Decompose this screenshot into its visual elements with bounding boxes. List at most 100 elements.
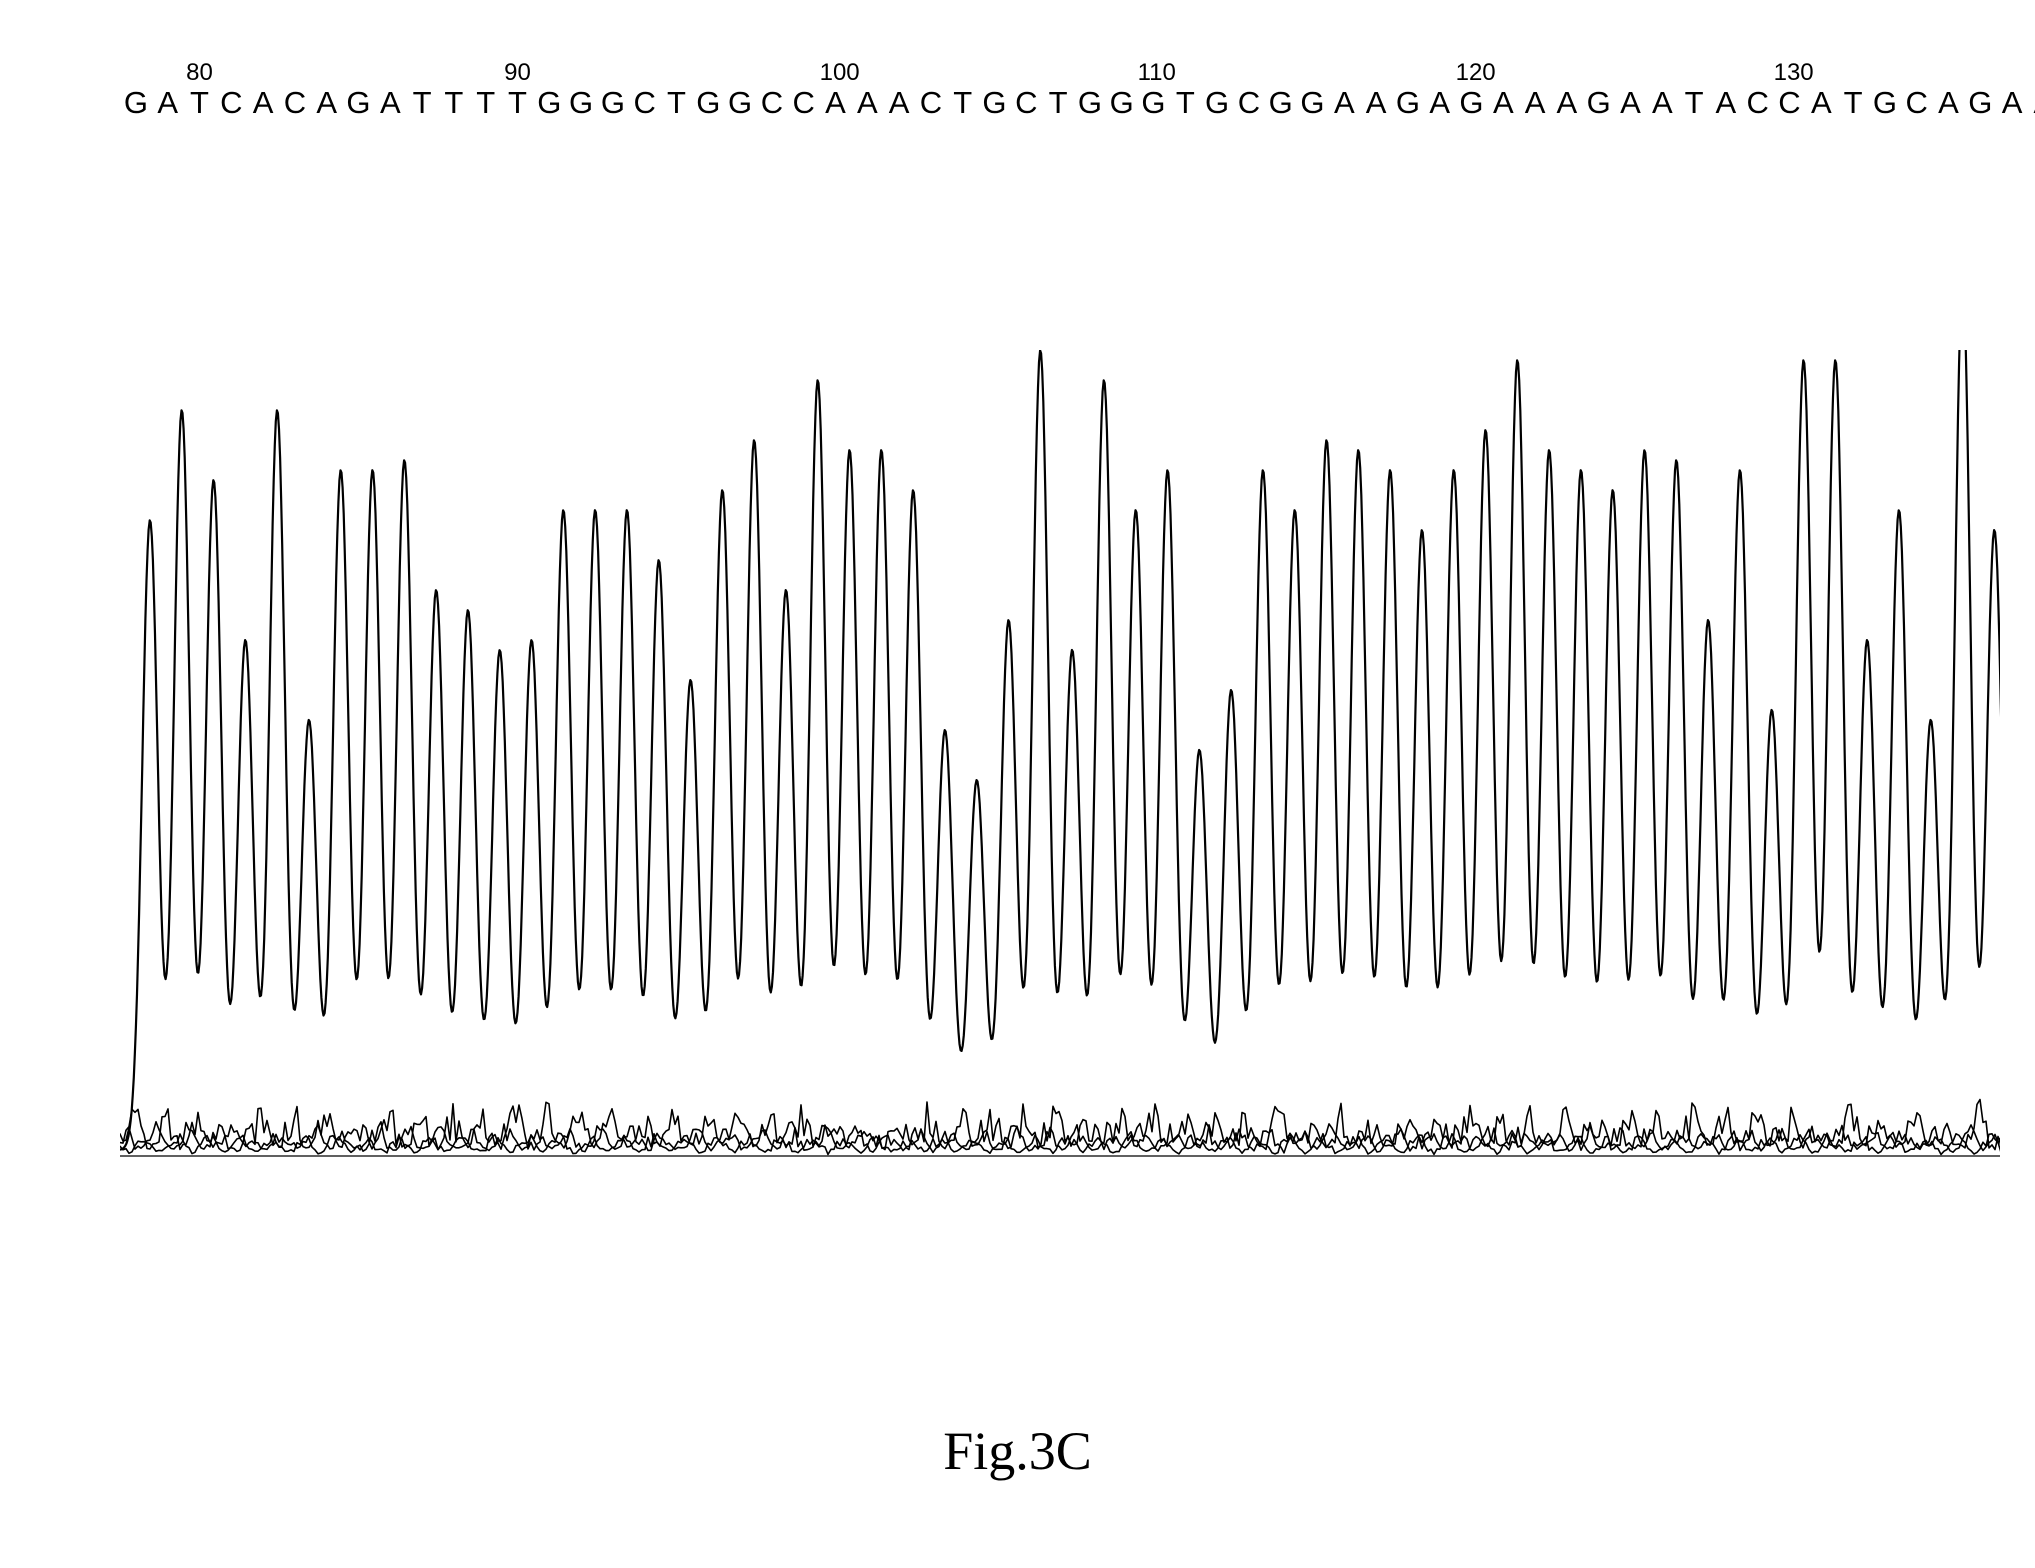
position-number — [883, 60, 915, 86]
position-number — [1392, 60, 1424, 86]
position-number — [247, 60, 279, 86]
base-call: C — [629, 86, 661, 120]
base-call: A — [1424, 86, 1456, 120]
chromatogram-noise-trace-2 — [120, 1120, 2000, 1153]
figure-caption: Fig.3C — [0, 1420, 2035, 1482]
position-number: 120 — [1456, 60, 1488, 86]
base-call: T — [1678, 86, 1710, 120]
sequence-column: 90T — [502, 60, 534, 120]
position-number: 100 — [820, 60, 852, 86]
base-call: A — [883, 86, 915, 120]
position-number — [629, 60, 661, 86]
position-number — [1678, 60, 1710, 86]
sequence-column: G — [1392, 60, 1424, 120]
sequence-column: C — [1742, 60, 1774, 120]
position-number — [1742, 60, 1774, 86]
base-call: A — [1519, 86, 1551, 120]
position-number — [1233, 60, 1265, 86]
position-number — [1996, 60, 2028, 86]
sequence-column: A — [1487, 60, 1519, 120]
position-number: 80 — [184, 60, 216, 86]
base-call: A — [152, 86, 184, 120]
base-call: G — [120, 86, 152, 120]
chromatogram-main-trace — [120, 350, 2000, 1150]
base-call: C — [1774, 86, 1806, 120]
base-call: T — [1169, 86, 1201, 120]
sequence-column: A — [2028, 60, 2035, 120]
base-call: G — [692, 86, 724, 120]
chromatogram-noise-trace-1 — [120, 1100, 2000, 1151]
position-number — [1074, 60, 1106, 86]
sequence-column: T — [1678, 60, 1710, 120]
position-number — [438, 60, 470, 86]
position-number — [756, 60, 788, 86]
base-call: A — [311, 86, 343, 120]
position-number — [851, 60, 883, 86]
base-call: T — [502, 86, 534, 120]
base-call: G — [979, 86, 1011, 120]
sequence-column: T — [661, 60, 693, 120]
sequence-column: G — [533, 60, 565, 120]
position-number — [1869, 60, 1901, 86]
sequence-column: G — [1583, 60, 1615, 120]
base-call: A — [2028, 86, 2035, 120]
sequence-column: A — [1615, 60, 1647, 120]
sequence-column: 120G — [1456, 60, 1488, 120]
position-number — [915, 60, 947, 86]
base-call: G — [343, 86, 375, 120]
base-call: C — [279, 86, 311, 120]
position-number — [1010, 60, 1042, 86]
sequence-column: G — [120, 60, 152, 120]
position-number — [788, 60, 820, 86]
base-call: T — [947, 86, 979, 120]
position-number — [1964, 60, 1996, 86]
base-call: G — [1456, 86, 1488, 120]
base-call: G — [1138, 86, 1170, 120]
sequence-column: C — [279, 60, 311, 120]
sequence-column: G — [1265, 60, 1297, 120]
base-call: A — [1805, 86, 1837, 120]
sequence-column: C — [915, 60, 947, 120]
sequence-column: A — [1551, 60, 1583, 120]
position-number — [1646, 60, 1678, 86]
base-call: G — [1392, 86, 1424, 120]
sequence-column: A — [1996, 60, 2028, 120]
sequence-column: A — [1360, 60, 1392, 120]
base-call: T — [661, 86, 693, 120]
chromatogram-plot — [120, 350, 2000, 1180]
position-number — [1710, 60, 1742, 86]
sequence-column: C — [629, 60, 661, 120]
position-number — [1583, 60, 1615, 86]
position-number — [1328, 60, 1360, 86]
base-call: A — [1551, 86, 1583, 120]
base-call: C — [1901, 86, 1933, 120]
base-call: C — [756, 86, 788, 120]
sequence-column: T — [1042, 60, 1074, 120]
base-call: A — [1710, 86, 1742, 120]
base-call: A — [1646, 86, 1678, 120]
position-number — [215, 60, 247, 86]
base-call: A — [1996, 86, 2028, 120]
position-number — [279, 60, 311, 86]
base-call: T — [1042, 86, 1074, 120]
base-call: G — [565, 86, 597, 120]
sequence-column: A — [1805, 60, 1837, 120]
base-call: G — [1265, 86, 1297, 120]
sequence-column: C — [1233, 60, 1265, 120]
base-call: A — [851, 86, 883, 120]
sequence-column: 80T — [184, 60, 216, 120]
sequence-column: T — [406, 60, 438, 120]
base-call: T — [406, 86, 438, 120]
position-number — [1042, 60, 1074, 86]
sequence-column: G — [1106, 60, 1138, 120]
position-number — [724, 60, 756, 86]
sequence-column: T — [1169, 60, 1201, 120]
position-number — [1519, 60, 1551, 86]
base-call: A — [374, 86, 406, 120]
sequence-column: A — [374, 60, 406, 120]
sequence-column: G — [1964, 60, 1996, 120]
sequence-column: T — [438, 60, 470, 120]
base-call: A — [1615, 86, 1647, 120]
base-call: T — [1837, 86, 1869, 120]
position-number — [152, 60, 184, 86]
